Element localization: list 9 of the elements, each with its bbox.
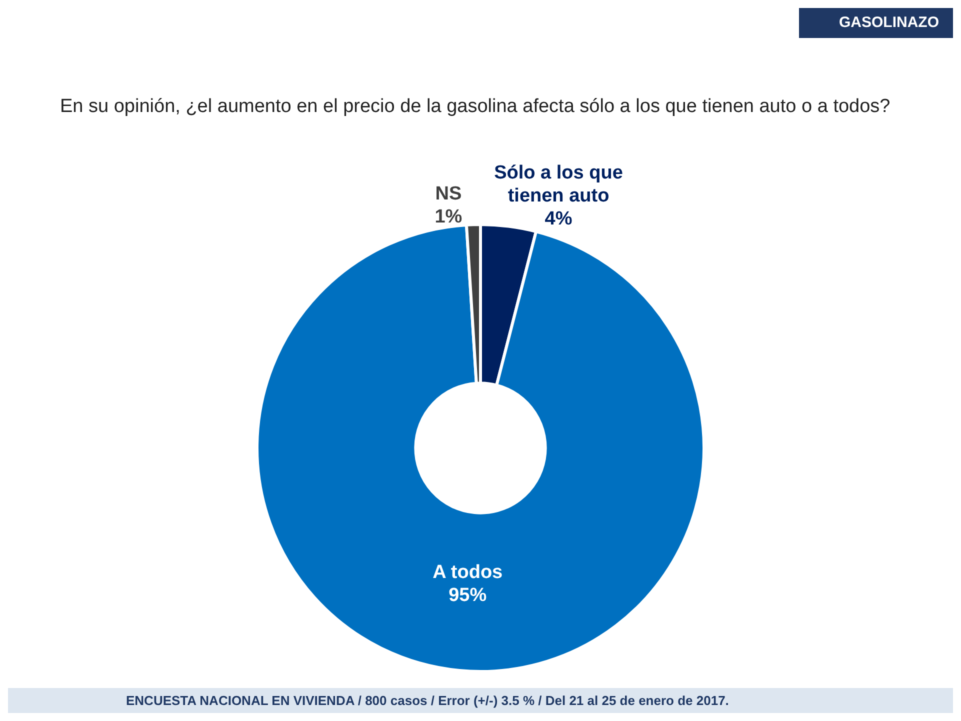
text: GASOLINAZO — [799, 8, 953, 38]
text: ENCUESTA NACIONAL EN VIVIENDA / 800 casos / Error (+/-) 3.5 % / Del 21 al 25 de enero de 2017. — [8, 688, 953, 713]
slice-label: A todos — [432, 562, 503, 584]
data-label: 4% — [544, 208, 572, 230]
data-label: 95% — [448, 585, 487, 606]
chart-title: En su opinión, ¿el aumento en el precio de la gasolina afecta sólo a los que tienen auto o a todos? — [60, 96, 890, 118]
slice-label: NS — [435, 184, 462, 205]
slice-label: Sólo a los que tienen auto — [494, 162, 623, 206]
data-label: 1% — [434, 206, 462, 228]
